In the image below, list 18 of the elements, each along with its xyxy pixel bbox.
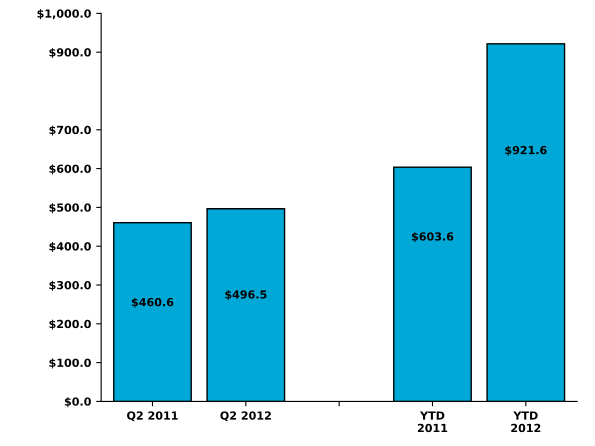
y-tick-label: $900.0 (49, 48, 91, 58)
y-tick-label: $400.0 (49, 242, 91, 252)
y-tick-label: $1,000.0 (37, 9, 91, 20)
x-tick-label: Q2 2012 (220, 411, 271, 422)
y-tick-label: $500.0 (49, 203, 91, 214)
data-label: $496.5 (225, 290, 266, 300)
y-tick-label: $200.0 (49, 320, 91, 330)
data-label: $921.6 (505, 146, 547, 156)
y-tick-label: $100.0 (49, 358, 91, 368)
data-label: $603.6 (412, 232, 454, 242)
x-tick-label: YTD 2011 (418, 411, 448, 432)
data-label: $460.6 (132, 298, 174, 308)
y-tick-label: $600.0 (49, 164, 91, 174)
x-tick-label: YTD 2012 (511, 411, 540, 432)
y-tick-label: $700.0 (49, 126, 91, 136)
y-tick-label: $0.0 (64, 397, 91, 408)
x-tick-label: Q2 2011 (127, 411, 178, 422)
y-tick-label: $300.0 (49, 280, 91, 291)
